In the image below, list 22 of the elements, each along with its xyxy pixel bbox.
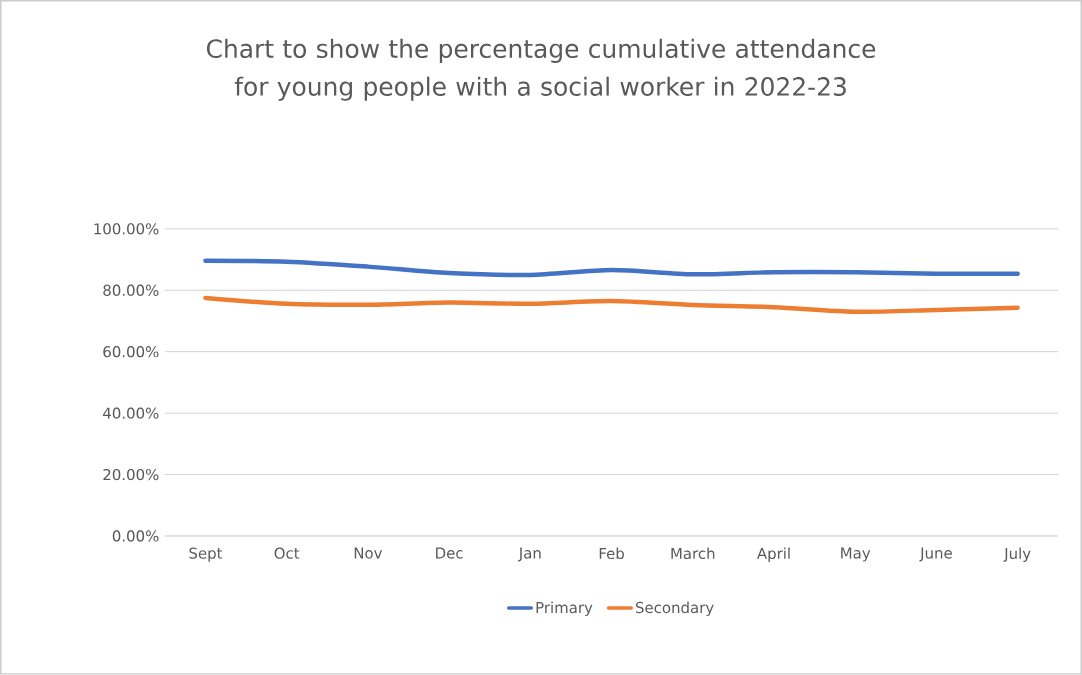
x-tick-label: Jan (518, 547, 541, 562)
legend-label: Primary (536, 601, 593, 617)
x-tick-label: Feb (599, 547, 624, 560)
line-series (203, 258, 1020, 278)
x-tick-label: Nov (354, 547, 383, 559)
x-tick-label: Sept (189, 547, 223, 562)
y-tick-label: 60.00% (103, 346, 159, 358)
chart-title: Chart to show the percentage cumulative attendance for young people with a social worker in 2022-23 (206, 38, 876, 101)
x-tick-label: May (841, 547, 871, 562)
y-tick-label: 0.00% (112, 530, 159, 542)
y-tick-label: 100.00% (94, 223, 159, 235)
x-tick-label: Oct (274, 547, 300, 559)
line-series (203, 295, 1020, 315)
y-tick-label: 80.00% (103, 284, 159, 297)
x-tick-label: April (757, 547, 790, 563)
x-tick-label: June (919, 547, 952, 562)
y-tick-label: 40.00% (103, 407, 159, 419)
y-tick-label: 20.00% (103, 468, 159, 481)
x-tick-label: Dec (436, 547, 463, 559)
legend-label: Secondary (635, 601, 714, 617)
x-tick-label: March (671, 547, 715, 560)
x-tick-label: July (1003, 547, 1031, 563)
